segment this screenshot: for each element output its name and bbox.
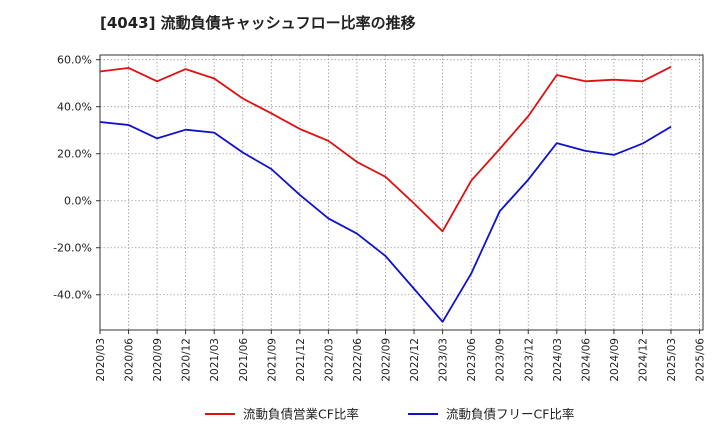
series-line-1 (99, 65, 672, 233)
legend-label: 流動負債営業CF比率 (243, 407, 359, 422)
x-tick-label: 2023/03 (438, 338, 450, 382)
x-tick-label: 2025/06 (695, 338, 707, 382)
x-tick-label: 2023/06 (466, 338, 478, 382)
y-tick-label: 40.0% (57, 101, 92, 114)
legend: 流動負債営業CF比率 流動負債フリーCF比率 (205, 407, 574, 422)
x-axis-ticks: 2020/03 2020/06 2020/09 2020/12 2021/03 2021/… (95, 330, 707, 382)
chart-title: [4043] 流動負債キャッシュフロー比率の推移 (100, 14, 416, 32)
x-tick-label: 2022/12 (409, 338, 421, 382)
x-tick-label: 2023/12 (523, 338, 535, 382)
y-axis-ticks: 60.0% 40.0% 20.0% 0.0% -20.0% -40.0% (53, 54, 100, 302)
series-line-2 (99, 121, 672, 323)
x-tick-label: 2022/03 (323, 338, 335, 382)
x-tick-label: 2024/09 (609, 338, 621, 382)
x-tick-label: 2022/09 (381, 338, 393, 382)
x-tick-label: 2024/06 (580, 338, 592, 382)
x-tick-label: 2021/12 (295, 338, 307, 382)
y-tick-label: -40.0% (53, 289, 92, 302)
grid-lines (100, 55, 703, 330)
y-tick-label: 60.0% (57, 54, 92, 67)
y-tick-label: -20.0% (53, 242, 92, 255)
x-tick-label: 2020/12 (181, 338, 193, 382)
x-tick-label: 2020/06 (124, 338, 136, 382)
x-tick-label: 2021/06 (238, 338, 250, 382)
x-tick-label: 2024/12 (637, 338, 649, 382)
x-tick-label: 2025/03 (666, 338, 678, 382)
y-tick-label: 20.0% (57, 148, 92, 161)
x-tick-label: 2020/03 (95, 338, 107, 382)
x-tick-label: 2020/09 (152, 338, 164, 382)
x-tick-label: 2023/09 (495, 338, 507, 382)
x-tick-label: 2021/09 (266, 338, 278, 382)
series-lines (99, 65, 672, 323)
x-tick-label: 2022/06 (352, 338, 364, 382)
legend-label: 流動負債フリーCF比率 (446, 407, 574, 422)
plot-area (99, 54, 704, 331)
x-tick-label: 2024/03 (552, 338, 564, 382)
x-tick-label: 2021/03 (209, 338, 221, 382)
y-tick-label: 0.0% (64, 195, 92, 208)
